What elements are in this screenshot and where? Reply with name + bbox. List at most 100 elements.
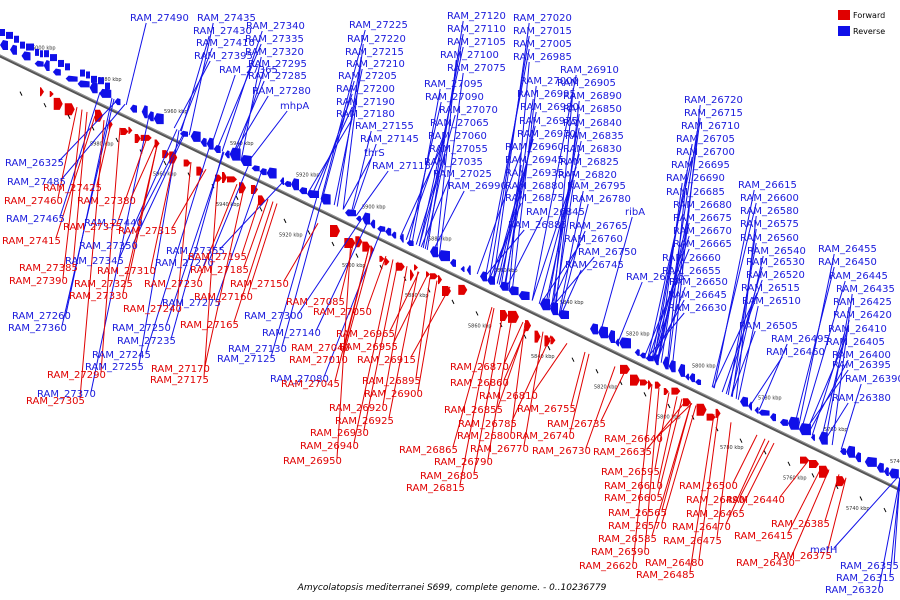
reverse-gene-label: RAM_26655 <box>662 266 721 277</box>
forward-leader-line <box>417 280 438 392</box>
reverse-gene-label: RAM_27060 <box>428 131 487 142</box>
reverse-leader-line <box>503 111 537 288</box>
reverse-leader-line <box>350 130 372 214</box>
minor-feature-mark <box>667 403 671 409</box>
forward-gene-label: RAM_26870 <box>450 362 509 373</box>
forward-gene-label: RAM_26955 <box>339 342 398 353</box>
reverse-gene-feature <box>356 215 361 222</box>
reverse-gene-label: RAM_27125 <box>217 354 276 365</box>
forward-gene-label: RAM_26925 <box>335 416 394 427</box>
forward-leader-line <box>243 199 269 268</box>
reverse-gene-label: RAM_26560 <box>740 233 799 244</box>
minor-feature-mark <box>835 484 839 490</box>
forward-leader-line <box>452 307 493 448</box>
reverse-gene-label: RAM_26750 <box>578 247 637 258</box>
reverse-leader-line <box>137 132 185 222</box>
forward-leader-line <box>197 184 238 282</box>
forward-leader-line <box>122 145 158 294</box>
axis-tick-label: 5940 kbp <box>230 141 254 147</box>
reverse-gene-feature <box>52 68 61 76</box>
forward-leader-line <box>241 195 262 255</box>
forward-gene-feature <box>239 182 247 194</box>
reverse-leader-line <box>424 153 446 250</box>
reverse-leader-line <box>351 143 377 214</box>
reverse-gene-feature <box>65 75 78 82</box>
reverse-gene-label: RAM_26400 <box>832 350 891 361</box>
reverse-leader-line <box>90 115 150 393</box>
reverse-gene-feature <box>43 60 50 72</box>
reverse-leader-line <box>671 104 701 369</box>
reverse-gene-label: RAM_27345 <box>65 256 124 267</box>
minor-feature-mark <box>859 496 863 501</box>
forward-gene-label: RAM_26735 <box>547 419 606 430</box>
reverse-gene-label: RAM_27100 <box>440 50 499 61</box>
reverse-gene-label: RAM_26835 <box>565 131 624 142</box>
forward-gene-label: RAM_27415 <box>2 236 61 247</box>
reverse-gene-feature <box>399 233 404 243</box>
forward-gene-label: RAM_26385 <box>771 519 830 530</box>
minor-feature-mark <box>235 195 239 200</box>
reverse-gene-label: mhpA <box>280 101 309 112</box>
reverse-gene-feature <box>114 98 121 106</box>
reverse-gene-label: RAM_27190 <box>336 97 395 108</box>
reverse-leader-line <box>758 343 788 411</box>
reverse-gene-label: RAM_26315 <box>836 573 895 584</box>
forward-gene-feature <box>696 403 707 416</box>
forward-gene-feature <box>128 126 133 134</box>
reverse-leader-line <box>438 72 464 256</box>
reverse-leader-line <box>165 151 225 327</box>
minor-feature-mark <box>523 334 527 339</box>
reverse-gene-label: RAM_27260 <box>12 311 71 322</box>
forward-gene-label: RAM_27150 <box>230 279 289 290</box>
forward-gene-label: RAM_26915 <box>357 355 416 366</box>
forward-gene-feature <box>648 380 652 390</box>
reverse-gene-feature <box>685 373 690 381</box>
forward-leader-line <box>473 312 504 474</box>
forward-gene-feature <box>550 336 556 345</box>
reverse-gene-label: RAM_27430 <box>193 26 252 37</box>
reverse-gene-label: RAM_26825 <box>560 157 619 168</box>
reverse-leader-line <box>560 269 582 315</box>
axis-tick-label: 5820 kbp <box>594 384 618 390</box>
reverse-leader-line <box>820 319 850 440</box>
axis-tick-label: 5840 kbp <box>531 354 555 360</box>
reverse-gene-label: RAM_27490 <box>130 13 189 24</box>
reverse-gene-label: RAM_26460 <box>766 347 825 358</box>
reverse-gene-label: RAM_26985 <box>513 52 572 63</box>
reverse-gene-label: RAM_27250 <box>112 323 171 334</box>
reverse-gene-feature <box>65 63 70 71</box>
forward-leader-line <box>130 144 156 199</box>
reverse-gene-label: RAM_27080 <box>270 374 329 385</box>
axis-tick-label: 5960 kbp <box>164 109 188 115</box>
forward-leader-line <box>334 247 370 382</box>
reverse-gene-feature <box>391 231 397 239</box>
reverse-gene-label: RAM_27370 <box>37 389 96 400</box>
forward-gene-label: RAM_27380 <box>77 196 136 207</box>
forward-gene-label: RAM_26500 <box>679 481 738 492</box>
forward-leader-line <box>336 239 352 459</box>
reverse-leader-line <box>730 255 764 397</box>
forward-leader-line <box>79 120 105 399</box>
reverse-gene-feature <box>266 167 277 179</box>
reverse-gene-feature <box>58 59 64 67</box>
reverse-gene-label: RAM_26650 <box>669 277 728 288</box>
reverse-gene-feature <box>518 290 530 300</box>
reverse-gene-feature <box>291 178 299 191</box>
reverse-gene-label: RAM_27205 <box>338 71 397 82</box>
forward-leader-line <box>789 469 830 561</box>
reverse-gene-feature <box>430 246 438 258</box>
forward-gene-label: RAM_26855 <box>444 405 503 416</box>
forward-leader-line <box>62 109 83 279</box>
reverse-gene-label: RAM_26410 <box>828 324 887 335</box>
reverse-leader-line <box>833 476 899 549</box>
reverse-gene-feature <box>466 264 471 275</box>
forward-gene-label: RAM_27085 <box>286 297 345 308</box>
minor-feature-mark <box>307 230 311 235</box>
reverse-gene-feature <box>634 348 640 356</box>
forward-gene-label: RAM_27375 <box>63 222 122 233</box>
forward-leader-line <box>487 316 513 460</box>
reverse-gene-label: RAM_27395 <box>194 51 253 62</box>
reverse-gene-label: RAM_27065 <box>430 118 489 129</box>
reverse-gene-label: RAM_26885 <box>508 220 567 231</box>
reverse-leader-line <box>320 29 366 199</box>
